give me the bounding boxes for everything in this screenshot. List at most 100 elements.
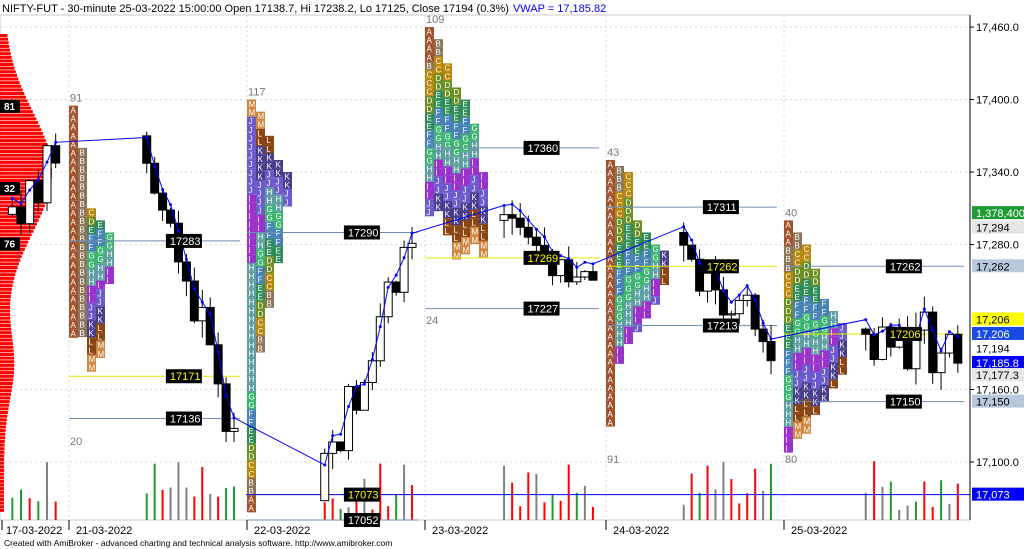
- volume-profile-bar: [0, 287, 12, 291]
- tpo-letter: E: [98, 221, 103, 230]
- tpo-letter: A: [71, 209, 77, 218]
- tpo-cell: [470, 166, 479, 176]
- tpo-letter: G: [107, 233, 113, 242]
- tpo-cell: [434, 64, 443, 74]
- tpo-letter: I: [98, 281, 100, 290]
- tpo-letter: B: [617, 184, 622, 193]
- candle-body: [336, 441, 346, 452]
- tpo-letter: H: [249, 384, 255, 393]
- vwap-point: [45, 160, 49, 164]
- tpo-letter: A: [608, 384, 614, 393]
- tpo-cell: [247, 486, 256, 496]
- tpo-cell: [784, 400, 793, 410]
- tpo-letter: C: [795, 259, 801, 268]
- tpo-letter: D: [454, 96, 460, 105]
- tpo-letter: A: [71, 140, 77, 149]
- vwap-point: [745, 284, 749, 288]
- tpo-cell: [784, 323, 793, 333]
- volume-profile-bar: [0, 41, 9, 45]
- tpo-letter: F: [635, 264, 640, 273]
- tpo-letter: F: [427, 139, 432, 148]
- vwap-point: [362, 382, 366, 386]
- tpo-letter: I: [107, 267, 109, 276]
- tpo-letter: J: [249, 160, 253, 169]
- tpo-letter: J: [653, 297, 657, 306]
- tpo-letter: C: [267, 282, 273, 291]
- candle-body: [734, 299, 744, 315]
- axis-value-badge: [972, 220, 1024, 234]
- tpo-cell: [87, 363, 96, 372]
- tpo-letter: J: [276, 178, 280, 187]
- tpo-cell: [615, 174, 624, 184]
- tpo-cell: [829, 328, 838, 337]
- tpo-letter: D: [267, 265, 273, 274]
- tpo-letter: G: [89, 252, 95, 261]
- tpo-letter: L: [795, 413, 800, 422]
- tpo-letter: H: [249, 298, 255, 307]
- tpo-letter: H: [98, 272, 104, 281]
- tpo-cell: [793, 344, 802, 353]
- tpo-letter: I: [617, 347, 619, 356]
- axis-value-label: 17,262: [976, 261, 1010, 273]
- candle-body: [320, 452, 330, 502]
- tpo-cell: [69, 243, 78, 252]
- candles[interactable]: [7, 131, 963, 502]
- tpo-cell: [425, 199, 434, 208]
- candle-body: [181, 261, 191, 282]
- tpo-cell: [793, 327, 802, 336]
- vwap-point: [402, 256, 406, 260]
- tpo-cell: [793, 395, 802, 405]
- tpo-cell: [811, 389, 820, 398]
- tpo-cell: [434, 73, 443, 83]
- tpo-cell: [274, 254, 283, 264]
- tpo-letter: I: [89, 286, 91, 295]
- tpo-cell: [802, 330, 811, 340]
- tpo-letter: F: [454, 131, 459, 140]
- tpo-cell: [452, 216, 461, 226]
- level-label: 17052: [348, 515, 379, 527]
- tpo-cell: [78, 190, 87, 200]
- volume-profile-bar: [0, 400, 10, 404]
- tpo-letter: A: [608, 203, 614, 212]
- tpo-letter: I: [626, 327, 628, 336]
- level-label-bg: [885, 394, 922, 409]
- candle-body: [766, 341, 776, 362]
- volume-profile-bar: [0, 309, 11, 313]
- vwap-point: [370, 358, 374, 362]
- tpo-letter: K: [822, 394, 828, 403]
- tpo-letter: K: [822, 385, 828, 394]
- tpo-letter: A: [608, 350, 614, 359]
- volume-profile-bar: [0, 66, 15, 70]
- tpo-cell: [479, 223, 488, 233]
- tpo-letter: J: [822, 368, 826, 377]
- tpo-cell: [820, 376, 829, 385]
- vwap-point: [28, 188, 32, 192]
- tpo-letter: B: [80, 174, 85, 183]
- tpo-letter: H: [249, 324, 255, 333]
- tpo-letter: L: [89, 346, 94, 355]
- tpo-cell: [265, 247, 274, 257]
- tpo-cell: [633, 220, 642, 229]
- tpo-cell: [256, 343, 265, 353]
- tpo-letter: A: [427, 45, 433, 54]
- tpo-letter: L: [89, 338, 94, 347]
- tpo-letter: G: [98, 255, 104, 264]
- tpo-letter: A: [608, 212, 614, 221]
- tpo-cell: [265, 221, 274, 231]
- volume-profile-bar: [0, 371, 14, 375]
- vwap-point: [567, 257, 571, 261]
- tpo-cell: [265, 239, 274, 248]
- tpo-letter: F: [249, 418, 254, 427]
- tpo-cell: [615, 277, 624, 287]
- vwap-point: [394, 273, 398, 277]
- tpo-letter: K: [258, 164, 264, 173]
- tpo-letter: K: [454, 208, 460, 217]
- tpo-cell: [838, 323, 847, 332]
- volume-profile-bar: [0, 425, 6, 429]
- tpo-letter: H: [795, 345, 801, 354]
- tpo-letter: B: [80, 148, 85, 157]
- tpo-cell: [820, 393, 829, 403]
- vwap-point: [761, 321, 765, 325]
- tpo-cell: [802, 287, 811, 297]
